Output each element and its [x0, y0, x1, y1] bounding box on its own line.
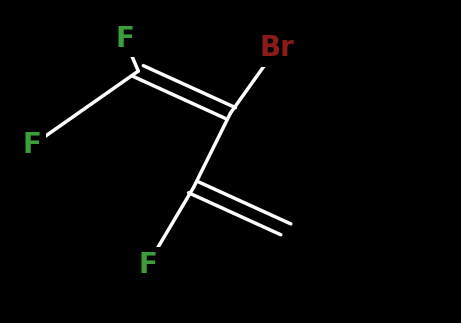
Text: Br: Br: [259, 35, 294, 62]
Text: F: F: [138, 251, 157, 279]
Text: F: F: [115, 25, 134, 53]
Text: F: F: [23, 131, 41, 159]
